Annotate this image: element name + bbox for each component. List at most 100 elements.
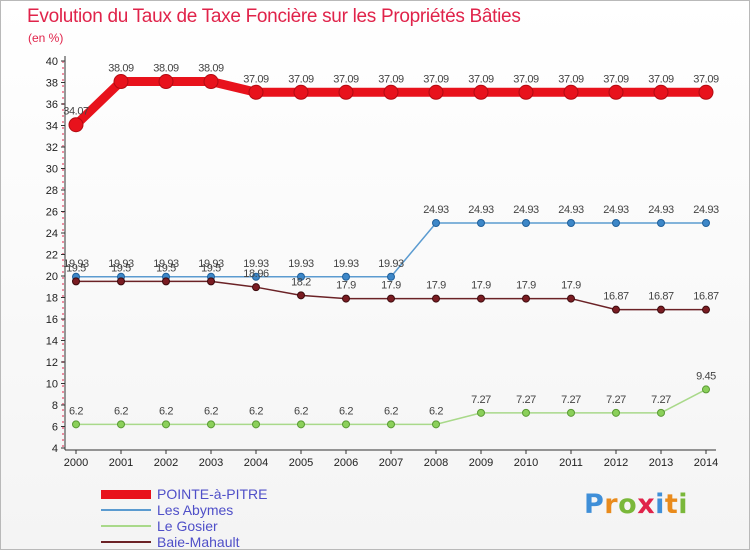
data-point	[473, 84, 489, 100]
data-label: 34.07	[63, 106, 89, 118]
data-label: 38.09	[198, 63, 224, 75]
data-point	[248, 84, 264, 100]
y-tick-label: 40	[46, 56, 58, 68]
data-point	[207, 420, 215, 429]
data-label: 16.87	[648, 291, 674, 303]
data-label: 17.9	[471, 280, 491, 292]
legend-label: Les Abymes	[157, 502, 234, 518]
data-label: 24.93	[648, 204, 674, 216]
data-label: 6.2	[429, 405, 443, 417]
data-point	[432, 219, 440, 228]
brand-letter: x	[637, 489, 656, 520]
axes: 4 6 8 10 12 14 16 18 20 22 24 26 28 30 32 34 36 38 40 2000 2…	[46, 56, 718, 469]
data-point	[72, 420, 80, 429]
data-label: 19.93	[288, 258, 314, 270]
x-tick-label: 2006	[334, 457, 358, 469]
data-label: 38.09	[153, 63, 179, 75]
y-tick-label: 14	[46, 336, 58, 348]
y-tick-label: 38	[46, 78, 58, 90]
x-tick-label: 2005	[289, 457, 313, 469]
data-point	[477, 408, 485, 417]
data-point	[657, 408, 665, 417]
x-tick-label: 2001	[109, 457, 133, 469]
data-label: 24.93	[558, 204, 584, 216]
data-point	[72, 277, 80, 286]
y-tick-label: 28	[46, 185, 58, 197]
data-label: 6.2	[339, 405, 353, 417]
series-layer	[68, 74, 714, 429]
data-label: 19.5	[66, 262, 86, 274]
data-label: 6.2	[204, 405, 218, 417]
data-point	[383, 84, 399, 100]
x-tick-label: 2010	[514, 457, 538, 469]
data-point	[293, 84, 309, 100]
x-tick-label: 2013	[649, 457, 673, 469]
data-point	[608, 84, 624, 100]
legend-label: Le Gosier	[157, 518, 218, 534]
legend-swatch	[101, 509, 151, 511]
x-tick-label: 2002	[154, 457, 178, 469]
data-label: 9.45	[696, 370, 716, 382]
data-label: 16.87	[693, 291, 719, 303]
data-point	[162, 420, 170, 429]
data-label: 37.09	[648, 73, 674, 85]
data-label: 19.93	[198, 258, 224, 270]
data-point	[432, 294, 440, 303]
data-label: 7.27	[561, 394, 581, 406]
data-point	[117, 277, 125, 286]
data-label: 24.93	[693, 204, 719, 216]
x-tick-label: 2007	[379, 457, 403, 469]
data-label: 37.09	[558, 73, 584, 85]
data-label: 37.09	[693, 73, 719, 85]
y-tick-label: 36	[46, 99, 58, 111]
data-label: 7.27	[606, 394, 626, 406]
chart-title: Evolution du Taux de Taxe Foncière sur l…	[27, 6, 521, 27]
y-tick-label: 10	[46, 379, 58, 391]
data-point	[567, 408, 575, 417]
data-label: 16.87	[603, 291, 629, 303]
data-point	[698, 84, 714, 100]
data-label: 6.2	[249, 405, 263, 417]
x-tick-label: 2008	[424, 457, 448, 469]
data-point	[657, 219, 665, 228]
data-point	[428, 84, 444, 100]
y-tick-label: 16	[46, 314, 58, 326]
data-label: 38.09	[108, 63, 134, 75]
data-point	[612, 305, 620, 314]
legend-label: Baie-Mahault	[157, 534, 240, 550]
data-point	[252, 272, 260, 281]
data-point	[117, 420, 125, 429]
data-labels-layer: 34.07 38.09 38.09 38.09 37.09 37.09 37.09 37.09…	[63, 63, 719, 418]
data-label: 24.93	[603, 204, 629, 216]
brand-letter: t	[664, 489, 679, 520]
brand-letter: o	[618, 489, 638, 520]
y-tick-label: 26	[46, 207, 58, 219]
data-label: 17.9	[426, 280, 446, 292]
y-unit-label: (en %)	[28, 31, 64, 45]
y-tick-label: 8	[52, 400, 58, 412]
x-tick-label: 2014	[694, 457, 718, 469]
y-tick-label: 34	[46, 121, 58, 133]
y-tick-label: 6	[52, 422, 58, 434]
data-point	[342, 420, 350, 429]
data-point	[158, 74, 174, 90]
data-point	[297, 291, 305, 300]
data-point	[252, 283, 260, 292]
data-label: 24.93	[468, 204, 494, 216]
data-label: 6.2	[294, 405, 308, 417]
data-point	[338, 84, 354, 100]
data-point	[657, 305, 665, 314]
y-tick-label: 22	[46, 250, 58, 262]
data-label: 37.09	[423, 73, 449, 85]
data-label: 37.09	[468, 73, 494, 85]
data-point	[522, 294, 530, 303]
data-label: 17.9	[381, 280, 401, 292]
data-label: 19.93	[153, 258, 179, 270]
y-tick-label: 32	[46, 142, 58, 154]
data-point	[432, 420, 440, 429]
data-point	[342, 272, 350, 281]
data-point	[387, 272, 395, 281]
data-point	[68, 117, 84, 133]
data-point	[297, 272, 305, 281]
